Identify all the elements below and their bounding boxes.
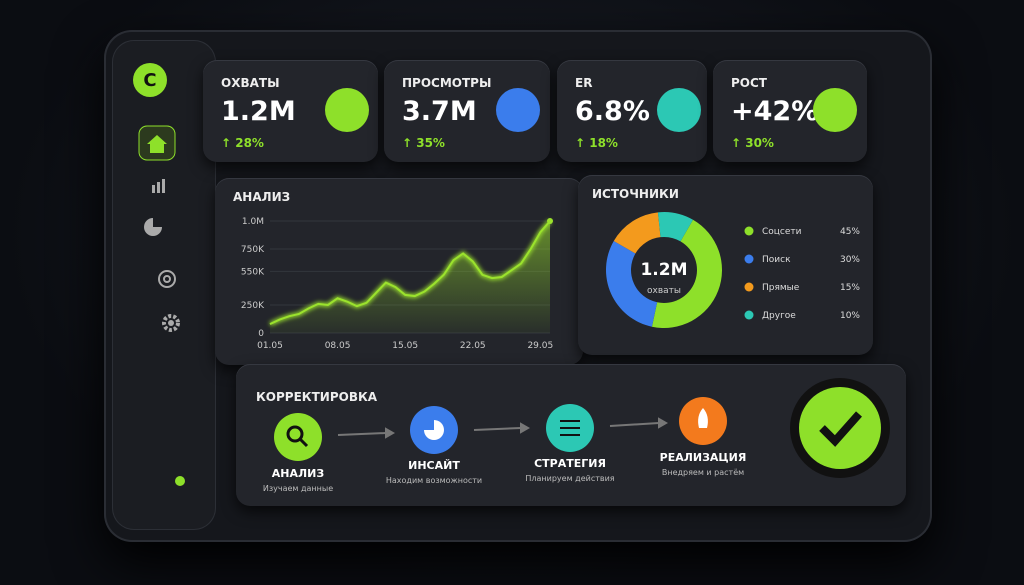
kpi-value: +42% xyxy=(731,96,819,127)
sources-panel: ИСТОЧНИКИ Соцсети 45% Поиск 30% Прямые 15% Дру… xyxy=(578,175,873,355)
panel-title: КОРРЕКТИРОВКА xyxy=(256,390,378,404)
legend-dot xyxy=(744,226,754,236)
step-subtitle: Находим возможности xyxy=(385,476,483,485)
kpi-title: ОХВАТЫ xyxy=(221,76,280,90)
legend-dot xyxy=(744,282,754,292)
y-tick-label: 1.0M xyxy=(242,217,264,227)
logo: C xyxy=(143,70,156,91)
donut-segment xyxy=(651,219,722,328)
kpi-change: ↑ 35% xyxy=(402,136,445,150)
line-chart: АНАЛИЗ 0 250K 550K 750K 1.0M 01.05 08.05 15.05 2… xyxy=(233,190,553,351)
kpi-icon xyxy=(813,88,857,132)
check-glyph xyxy=(819,411,862,447)
kpi-title: ПРОСМОТРЫ xyxy=(402,76,492,90)
kpi-title: РОСТ xyxy=(731,76,767,90)
steps-graphics xyxy=(274,378,890,478)
step-icon xyxy=(274,413,322,461)
kpi-card: РОСТ +42% ↑ 30% xyxy=(713,60,867,162)
legend-dot xyxy=(744,310,754,320)
donut-center-label: охваты xyxy=(647,286,681,296)
step-subtitle: Изучаем данные xyxy=(262,484,334,493)
analysis-panel: АНАЛИЗ 0 250K 550K 750K 1.0M 01.05 08.05 15.05 2… xyxy=(215,178,583,365)
x-tick-label: 01.05 xyxy=(257,341,283,351)
kpi-icon xyxy=(496,88,540,132)
x-tick-label: 15.05 xyxy=(392,341,418,351)
pie-icon[interactable] xyxy=(144,218,162,236)
x-tick-label: 08.05 xyxy=(325,341,351,351)
kpi-change: ↑ 30% xyxy=(731,136,774,150)
rocket-glyph xyxy=(698,408,708,428)
panel-title: ИСТОЧНИКИ xyxy=(592,187,679,201)
status-led xyxy=(175,476,185,486)
donut-center-value: 1.2M xyxy=(640,260,687,280)
legend-label: Соцсети xyxy=(762,227,802,237)
donut-segment xyxy=(613,212,661,254)
legend-dot xyxy=(744,254,754,264)
sidebar: C xyxy=(112,40,216,530)
step-title: РЕАЛИЗАЦИЯ xyxy=(659,451,747,464)
x-tick-label: 29.05 xyxy=(527,341,553,351)
donut-segment xyxy=(606,241,658,327)
kpi-change: ↑ 28% xyxy=(221,136,264,150)
y-tick-label: 550K xyxy=(241,267,265,277)
search-glyph xyxy=(286,425,309,448)
y-tick-label: 750K xyxy=(241,245,265,255)
kpi-card: ПРОСМОТРЫ 3.7M ↑ 35% xyxy=(384,60,550,162)
pie-glyph xyxy=(424,420,444,440)
legend-value: 10% xyxy=(840,311,860,321)
line xyxy=(269,220,551,325)
y-tick-label: 0 xyxy=(258,329,264,339)
area xyxy=(270,221,550,333)
correction-panel: КОРРЕКТИРОВКА АНАЛИЗ Изучаем данные ИНСА… xyxy=(236,364,906,506)
legend-label: Поиск xyxy=(762,255,791,265)
home-icon xyxy=(147,135,167,153)
kpi-value: 3.7M xyxy=(402,96,477,127)
end-point xyxy=(547,218,553,224)
legend-value: 15% xyxy=(840,283,860,293)
legend-value: 45% xyxy=(840,227,860,237)
legend-value: 30% xyxy=(840,255,860,265)
target-icon[interactable] xyxy=(158,270,176,288)
legend-label: Другое xyxy=(762,311,796,321)
kpi-card: ОХВАТЫ 1.2M ↑ 28% xyxy=(203,60,378,162)
kpi-icon xyxy=(325,88,369,132)
sidebar-icons: C xyxy=(133,63,185,486)
step-title: ИНСАЙТ xyxy=(408,459,460,472)
step-title: АНАЛИЗ xyxy=(271,467,325,480)
kpi-title: ER xyxy=(575,76,593,90)
kpi-change: ↑ 18% xyxy=(575,136,618,150)
donut-chart: ИСТОЧНИКИ Соцсети 45% Поиск 30% Прямые 15% Дру… xyxy=(592,187,860,328)
stats-icon[interactable] xyxy=(152,179,165,193)
y-tick-label: 250K xyxy=(241,301,265,311)
panel-title: АНАЛИЗ xyxy=(233,190,290,204)
step-subtitle: Внедряем и растём xyxy=(661,468,745,477)
kpi-value: 1.2M xyxy=(221,96,296,127)
arrows xyxy=(337,417,669,439)
donut-segment xyxy=(657,212,693,242)
step-title: СТРАТЕГИЯ xyxy=(534,457,606,470)
step-subtitle: Планируем действия xyxy=(525,474,615,483)
sliders-glyph xyxy=(560,420,580,436)
kpi-icon xyxy=(657,88,701,132)
kpi-card: ER 6.8% ↑ 18% xyxy=(557,60,707,162)
x-tick-label: 22.05 xyxy=(460,341,486,351)
confirm-button[interactable] xyxy=(799,387,881,469)
kpi-value: 6.8% xyxy=(575,96,650,127)
logo-circle xyxy=(133,63,167,97)
settings-icon[interactable] xyxy=(162,314,180,332)
legend-label: Прямые xyxy=(762,283,800,293)
